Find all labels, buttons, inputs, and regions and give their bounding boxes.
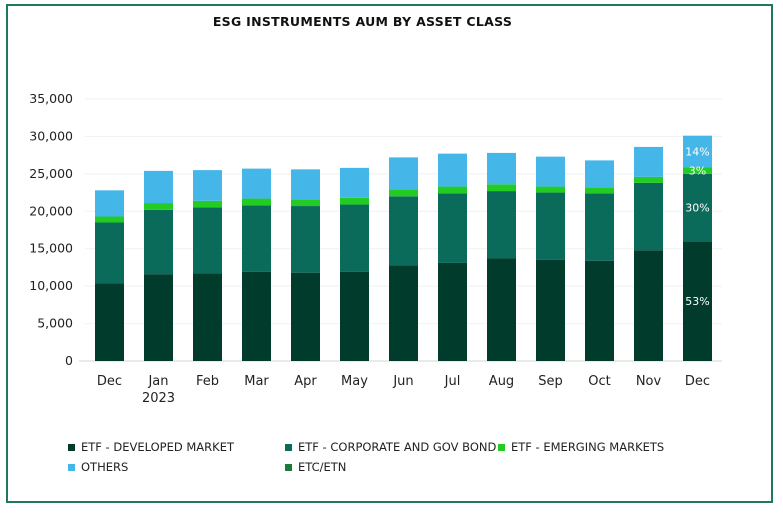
bar-segment	[144, 170, 173, 204]
bar-segment	[193, 170, 222, 201]
x-tick-label: Jul	[444, 374, 461, 389]
y-tick-label: 10,000	[29, 278, 73, 293]
bar-segment	[340, 167, 369, 198]
bar-segment	[193, 200, 222, 208]
bar-segment	[438, 262, 467, 361]
bar-segment	[389, 157, 418, 190]
y-tick-label: 5,000	[37, 316, 73, 331]
bar-segment	[487, 258, 516, 361]
bar-segment	[683, 173, 712, 242]
legend-swatch	[68, 463, 75, 471]
data-label: 30%	[685, 202, 709, 215]
bar-segment	[242, 198, 271, 206]
bar-segment	[291, 169, 320, 200]
bar-segment	[340, 197, 369, 205]
x-tick-label: Dec	[97, 374, 122, 389]
bar-segment	[585, 193, 614, 261]
bar-segment	[487, 152, 516, 185]
bar-segment	[683, 167, 712, 174]
legend-label: ETF - EMERGING MARKETS	[511, 440, 665, 454]
bar-segment	[683, 135, 712, 168]
annotations: 53% 30% 3% 14%	[685, 145, 709, 308]
y-tick-label: 30,000	[29, 128, 73, 143]
bars	[95, 135, 712, 361]
legend-item: OTHERS	[68, 460, 128, 474]
bar-segment	[536, 186, 565, 193]
y-axis: 0 5,000 10,000 15,000 20,000 25,000 30,000 35,0…	[29, 91, 722, 368]
bar-segment	[95, 190, 124, 217]
x-tick-label: Aug	[489, 374, 514, 389]
x-tick-label: Jan	[147, 374, 168, 389]
bar-chart: 0 5,000 10,000 15,000 20,000 25,000 30,000 35,0…	[29, 91, 722, 406]
bar-segment	[291, 272, 320, 361]
bar-segment	[536, 259, 565, 361]
legend-item: ETF - EMERGING MARKETS	[498, 440, 664, 454]
x-tick-label: May	[341, 374, 368, 389]
legend-item: ETF - CORPORATE AND GOV BOND	[285, 440, 496, 454]
legend-label: ETF - CORPORATE AND GOV BOND	[298, 440, 497, 454]
bar-segment	[585, 260, 614, 361]
bar-segment	[634, 182, 663, 251]
x-tick-label: Mar	[244, 374, 269, 389]
bar-segment	[242, 205, 271, 272]
bar-segment	[193, 273, 222, 361]
bar-segment	[438, 193, 467, 263]
y-tick-label: 0	[65, 353, 73, 368]
bar-segment	[389, 265, 418, 361]
bar-segment	[585, 160, 614, 188]
data-label: 14%	[685, 145, 709, 158]
legend-label: ETC/ETN	[298, 460, 347, 474]
bar-segment	[144, 274, 173, 361]
y-tick-label: 35,000	[29, 91, 73, 106]
x-tick-label: Dec	[685, 374, 710, 389]
bar-segment	[438, 186, 467, 194]
x-tick-label: Nov	[636, 374, 662, 389]
x-tick-label: Apr	[294, 374, 317, 389]
data-label: 53%	[685, 295, 709, 308]
bar-segment	[144, 203, 173, 210]
bar-segment	[634, 176, 663, 183]
bar-segment	[634, 146, 663, 177]
y-tick-label: 25,000	[29, 166, 73, 181]
legend-label: ETF - DEVELOPED MARKET	[81, 440, 234, 454]
data-label: 3%	[689, 164, 706, 177]
legend-swatch	[68, 443, 75, 451]
bar-segment	[634, 250, 663, 361]
bar-segment	[487, 191, 516, 259]
legend-swatch	[285, 443, 292, 451]
bar-segment	[389, 189, 418, 197]
x-tick-label: 2023	[142, 391, 175, 406]
chart-title: ESG INSTRUMENTS AUM BY ASSET CLASS	[212, 14, 513, 29]
bar-segment	[95, 283, 124, 361]
bar-segment	[242, 168, 271, 199]
bar-segment	[585, 187, 614, 194]
bar-segment	[438, 153, 467, 187]
legend-item: ETC/ETN	[285, 460, 346, 474]
bar-segment	[291, 199, 320, 207]
x-tick-label: Oct	[588, 374, 610, 389]
legend-label: OTHERS	[81, 460, 129, 474]
x-tick-label: Feb	[196, 374, 219, 389]
legend-item: ETF - DEVELOPED MARKET	[68, 440, 234, 454]
legend-swatch	[285, 463, 292, 471]
x-axis: Dec Jan 2023 Feb Mar Apr May Jun Jul Aug Sep Oct Nov…	[97, 374, 710, 406]
bar-segment	[95, 216, 124, 223]
bar-segment	[291, 206, 320, 273]
bar-segment	[536, 156, 565, 187]
bar-segment	[95, 222, 124, 284]
bar-segment	[389, 196, 418, 266]
bar-segment	[536, 192, 565, 260]
bar-segment	[487, 184, 516, 192]
bar-segment	[340, 204, 369, 272]
y-tick-label: 20,000	[29, 203, 73, 218]
bar-segment	[193, 207, 222, 274]
bar-segment	[340, 271, 369, 361]
bar-segment	[144, 209, 173, 275]
x-tick-label: Sep	[538, 374, 563, 389]
x-tick-label: Jun	[392, 374, 413, 389]
y-tick-label: 15,000	[29, 241, 73, 256]
bar-segment	[683, 241, 712, 361]
legend-swatch	[498, 443, 505, 451]
bar-segment	[242, 271, 271, 361]
